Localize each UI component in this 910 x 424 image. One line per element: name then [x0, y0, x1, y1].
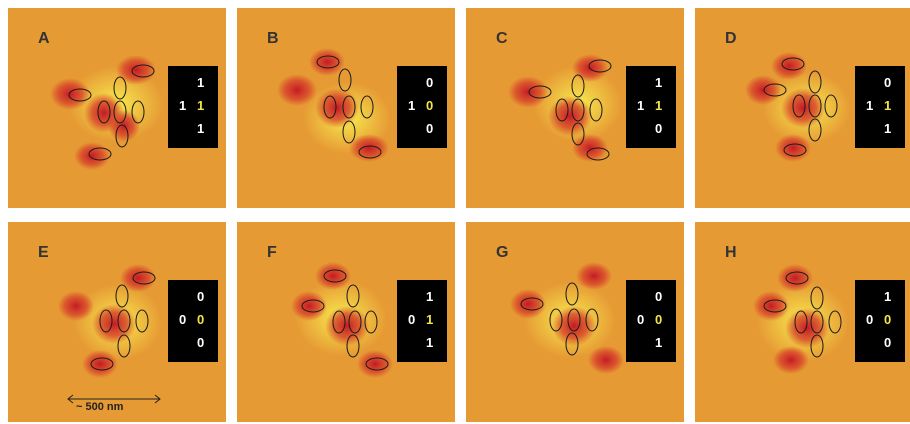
- panel-label: A: [38, 30, 50, 47]
- code-digit-left: 1: [408, 98, 416, 113]
- code-digit-center: 0: [426, 98, 434, 113]
- code-digit-left: 1: [179, 98, 187, 113]
- code-digit-bottom: 0: [655, 121, 663, 136]
- scale-bar: [66, 394, 162, 408]
- panel-label: D: [725, 30, 737, 47]
- code-digit-center: 0: [197, 312, 205, 327]
- panel-g: G 0 0 0 1: [466, 222, 684, 422]
- code-digit-bottom: 0: [884, 335, 892, 350]
- code-digit-center: 0: [655, 312, 663, 327]
- binary-code-box: 1 0 0 0: [855, 280, 905, 362]
- panel-label: C: [496, 30, 508, 47]
- code-digit-top: 0: [426, 75, 434, 90]
- binary-code-box: 0 0 0 0: [168, 280, 218, 362]
- panel-label: F: [267, 244, 277, 261]
- code-digit-bottom: 0: [197, 335, 205, 350]
- afm-image-f: [237, 222, 455, 422]
- binary-code-box: 1 1 1 1: [168, 66, 218, 148]
- code-digit-bottom: 1: [197, 121, 205, 136]
- panel-a: A 1 1 1 1: [8, 8, 226, 208]
- panel-f: F 1 0 1 1: [237, 222, 455, 422]
- code-digit-top: 1: [197, 75, 205, 90]
- panel-label: G: [496, 244, 509, 261]
- code-digit-top: 0: [197, 289, 205, 304]
- code-digit-left: 0: [637, 312, 645, 327]
- code-digit-center: 1: [655, 98, 663, 113]
- code-digit-center: 1: [884, 98, 892, 113]
- panel-label: E: [38, 244, 49, 261]
- code-digit-center: 0: [884, 312, 892, 327]
- code-digit-left: 0: [179, 312, 187, 327]
- code-digit-top: 1: [884, 289, 892, 304]
- code-digit-left: 1: [637, 98, 645, 113]
- code-digit-bottom: 1: [884, 121, 892, 136]
- panel-c: C 1 1 1 0: [466, 8, 684, 208]
- panel-b: B 0 1 0 0: [237, 8, 455, 208]
- panel-h: H 1 0 0 0: [695, 222, 910, 422]
- code-digit-top: 0: [655, 289, 663, 304]
- code-digit-center: 1: [426, 312, 434, 327]
- panel-e: E 0 0 0 0: [8, 222, 226, 422]
- code-digit-top: 0: [884, 75, 892, 90]
- afm-image-g: [466, 222, 684, 422]
- code-digit-top: 1: [655, 75, 663, 90]
- code-digit-left: 1: [866, 98, 874, 113]
- binary-code-box: 1 0 1 1: [397, 280, 447, 362]
- panel-label: H: [725, 244, 737, 261]
- binary-code-box: 0 1 1 1: [855, 66, 905, 148]
- code-digit-bottom: 1: [426, 335, 434, 350]
- code-digit-bottom: 1: [655, 335, 663, 350]
- code-digit-left: 0: [866, 312, 874, 327]
- binary-code-box: 1 1 1 0: [626, 66, 676, 148]
- scale-bar-label: ~ 500 nm: [76, 401, 124, 413]
- panel-label: B: [267, 30, 279, 47]
- binary-code-box: 0 1 0 0: [397, 66, 447, 148]
- binary-code-box: 0 0 0 1: [626, 280, 676, 362]
- code-digit-center: 1: [197, 98, 205, 113]
- code-digit-top: 1: [426, 289, 434, 304]
- code-digit-left: 0: [408, 312, 416, 327]
- panel-d: D 0 1 1 1: [695, 8, 910, 208]
- code-digit-bottom: 0: [426, 121, 434, 136]
